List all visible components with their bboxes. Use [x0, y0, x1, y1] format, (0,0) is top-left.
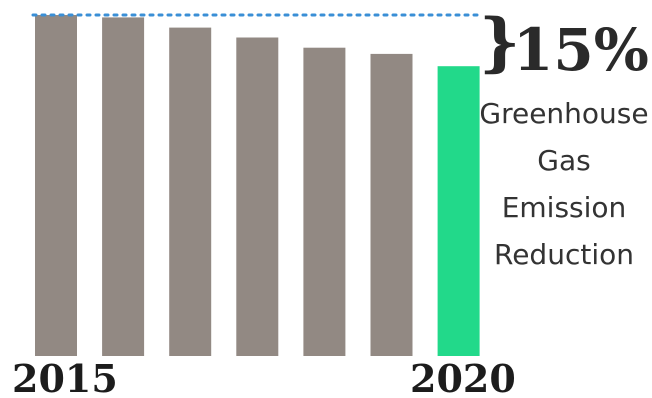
bar-2	[169, 27, 212, 356]
bars-group	[35, 15, 480, 357]
annotation-line-3: Reduction	[494, 238, 634, 271]
tick-label-end-year: 2020	[410, 356, 516, 398]
bar-3	[236, 37, 279, 356]
bar-4	[303, 47, 346, 356]
bar-1	[102, 17, 145, 357]
reduction-percent: 15%	[513, 16, 649, 84]
annotation-description: Greenhouse Gas Emission Reduction	[479, 97, 648, 271]
bar-highlight-2020	[437, 66, 480, 356]
bar-5	[370, 53, 413, 357]
brace-icon: }	[479, 5, 520, 80]
bar-0	[35, 15, 77, 356]
annotation-line-1: Gas	[537, 144, 590, 177]
annotation-line-0: Greenhouse	[479, 97, 648, 130]
annotation-line-2: Emission	[502, 191, 627, 224]
tick-label-start-year: 2015	[12, 356, 118, 398]
